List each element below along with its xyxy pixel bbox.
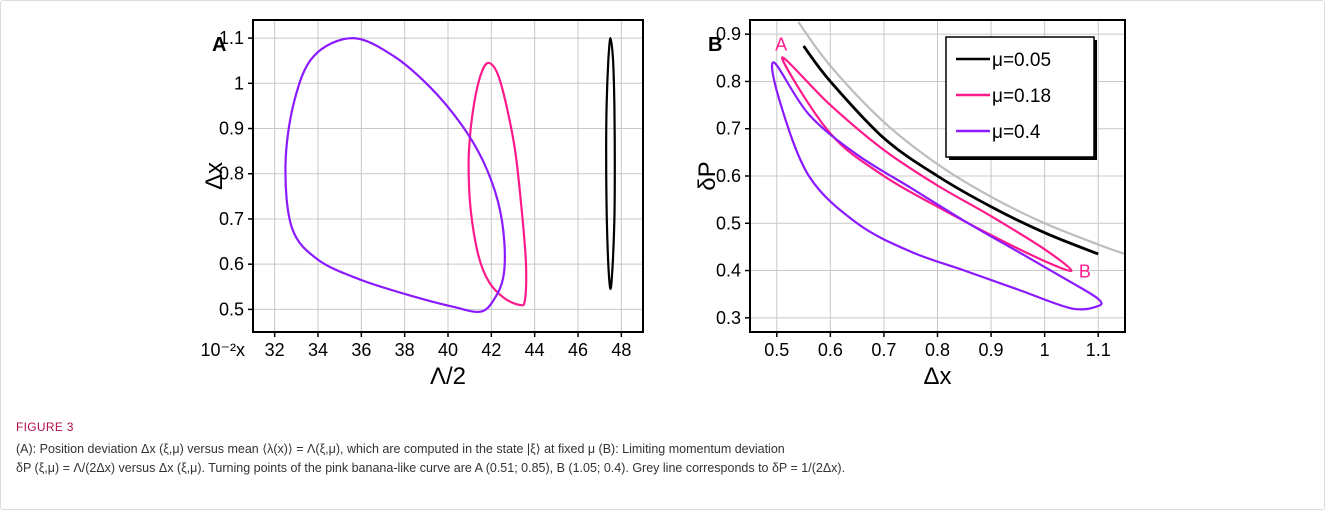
y-tick-label: 0.5 (716, 213, 741, 233)
legend-label: μ=0.05 (992, 50, 1051, 71)
legend-label: μ=0.4 (992, 122, 1041, 143)
x-tick-label: 1 (1040, 340, 1050, 360)
y-tick-label: 0.9 (219, 119, 244, 139)
y-tick-label: 0.7 (716, 119, 741, 139)
x-tick-label: 0.6 (818, 340, 843, 360)
figure-caption: FIGURE 3 (A): Position deviation Δx (ξ,μ… (16, 420, 1311, 478)
x-tick-label: 44 (525, 340, 545, 360)
figure-label: FIGURE 3 (16, 420, 74, 434)
x-axis-title: Δx (923, 363, 951, 390)
figure-3-charts: A32 34 36 38 40 42 44 46 480.50.60.70.80.911.110… (200, 19, 1126, 390)
legend-box (945, 36, 1095, 158)
x-tick-label: 48 (611, 340, 631, 360)
x-tick-label: 1.1 (1086, 340, 1111, 360)
panel-label: B (708, 34, 722, 56)
y-tick-label: 0.3 (716, 308, 741, 328)
x-tick-label: 42 (481, 340, 501, 360)
series-line-mu-04 (770, 61, 1103, 311)
series-group (284, 37, 616, 314)
y-tick-label: 0.9 (716, 24, 741, 44)
series-line-mu-04 (284, 37, 506, 314)
y-tick-label: 1 (234, 73, 244, 93)
caption-line-2: δP (ξ,μ) = Λ/(2Δx) versus Δx (ξ,μ). Turn… (16, 461, 846, 475)
x-tick-label: 0.9 (979, 340, 1004, 360)
y-axis-title: Δx (201, 162, 228, 190)
series-group (770, 21, 1125, 311)
x-tick-label: 0.8 (925, 340, 950, 360)
legend-label: μ=0.18 (992, 86, 1051, 107)
series-line-grey-line (797, 21, 1125, 256)
panel-a-chart: A 32 34 36 38 40 42 44 46 48 0.5 0.6 0.7 0.8 0.9 1 1.1 10… (200, 19, 644, 390)
y-axis-title: δP (694, 161, 721, 190)
y-tick-label: 0.4 (716, 261, 741, 281)
series-line-mu-005 (802, 45, 1099, 256)
series-line-mu-005 (605, 37, 616, 291)
x-tick-label: 0.5 (764, 340, 789, 360)
x-multiplier-label: 10⁻²x (200, 340, 245, 360)
x-tick-label: 32 (265, 340, 285, 360)
series-line-mu-018 (781, 56, 1073, 273)
x-tick-label: 36 (351, 340, 371, 360)
y-tick-label: 0.8 (219, 164, 244, 184)
y-tick-label: 0.6 (716, 166, 741, 186)
x-tick-label: 38 (395, 340, 415, 360)
x-tick-label: 0.7 (871, 340, 896, 360)
x-tick-label: 46 (568, 340, 588, 360)
y-tick-label: 0.6 (219, 254, 244, 274)
panel-label: A (212, 34, 226, 56)
x-tick-label: 34 (308, 340, 328, 360)
annotation-point-a: A (775, 35, 787, 55)
x-tick-label: 40 (438, 340, 458, 360)
panel-b-chart: B 0.5 0.6 0.7 0.8 0.9 1 1.1 0.3 0.4 0.5 0.6 0.7 0.8 0.… (694, 19, 1126, 390)
x-axis-title: Λ/2 (430, 363, 466, 390)
annotation-point-b: B (1079, 262, 1091, 282)
y-tick-label: 0.8 (716, 71, 741, 91)
series-line-mu-018 (467, 61, 528, 307)
caption-line-1: (A): Position deviation Δx (ξ,μ) versus … (16, 442, 785, 456)
y-tick-label: 1.1 (219, 28, 244, 48)
y-tick-label: 0.7 (219, 209, 244, 229)
y-tick-label: 0.5 (219, 299, 244, 319)
